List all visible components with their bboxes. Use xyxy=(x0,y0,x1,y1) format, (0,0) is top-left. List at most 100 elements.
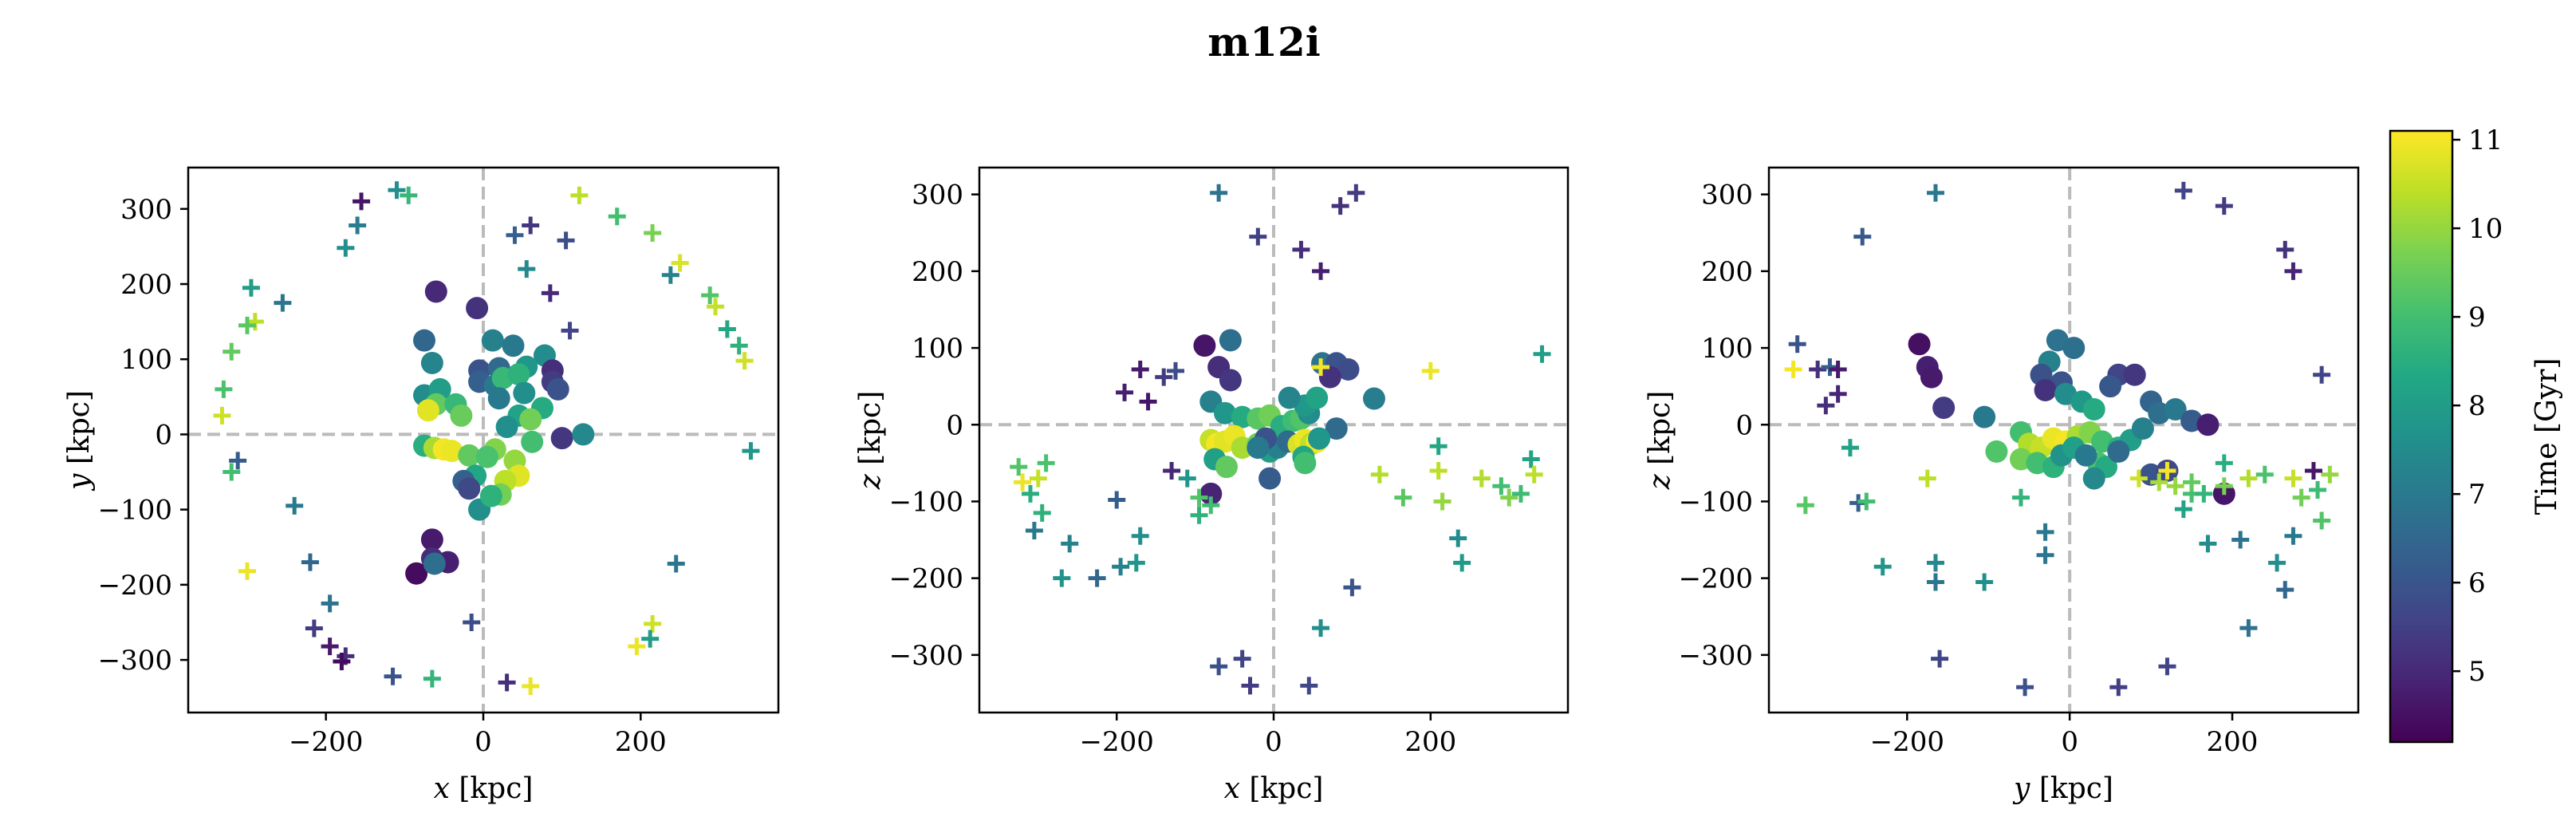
y-tick-label: −300 xyxy=(889,640,963,672)
data-point-plus xyxy=(1178,469,1196,488)
data-point-plus xyxy=(1394,488,1412,507)
data-point-plus xyxy=(707,298,725,316)
y-tick-label: 100 xyxy=(120,344,172,376)
y-tick-label: −200 xyxy=(1679,563,1753,595)
data-point-circle xyxy=(2062,337,2086,360)
y-axis-label: z [kpc] xyxy=(1644,391,1676,491)
data-point-circle xyxy=(2196,413,2220,436)
data-point-plus xyxy=(2276,240,2294,259)
data-point-plus xyxy=(522,677,540,696)
y-axis-label: z [kpc] xyxy=(854,391,887,491)
data-point-plus xyxy=(1088,569,1106,587)
data-point-plus xyxy=(2284,262,2302,280)
data-point-plus xyxy=(1108,491,1126,509)
data-point-circle xyxy=(2107,440,2130,463)
data-point-circle xyxy=(466,297,489,320)
panel-xy: −200 0 200 −300 −200 −100 0 100 200 300 x [kpc] y [… xyxy=(63,166,780,805)
data-point-plus xyxy=(2129,469,2148,488)
data-point-plus xyxy=(2036,523,2054,541)
x-tick-label: −200 xyxy=(1080,726,1154,758)
data-point-plus xyxy=(400,186,418,204)
data-point-plus xyxy=(2174,500,2192,519)
data-point-circle xyxy=(450,404,473,427)
data-point-plus xyxy=(321,594,339,613)
colorbar-tick-label: 8 xyxy=(2468,390,2486,422)
y-tick-label: −200 xyxy=(889,563,963,595)
data-point-plus xyxy=(506,226,524,244)
data-point-plus xyxy=(2239,469,2258,488)
data-point-plus xyxy=(541,284,559,302)
data-point-plus xyxy=(1533,345,1551,363)
data-point-plus xyxy=(1500,488,1518,507)
data-point-plus xyxy=(2304,461,2322,480)
data-point-plus xyxy=(337,239,355,257)
data-point-plus xyxy=(1511,484,1530,503)
data-point-plus xyxy=(701,286,719,305)
data-point-plus xyxy=(1025,522,1043,540)
colorbar: 5 6 7 8 9 10 11 Time [Gyr] xyxy=(2389,124,2563,744)
x-axis-label: x [kpc] xyxy=(434,772,534,805)
data-point-plus xyxy=(1300,677,1318,695)
data-point-plus xyxy=(1202,496,1220,515)
axes-frame xyxy=(1767,166,2360,714)
data-point-circle xyxy=(2082,398,2105,421)
data-point-plus xyxy=(671,254,689,272)
data-point-plus xyxy=(2255,465,2274,484)
data-point-plus xyxy=(1190,506,1208,524)
data-point-circle xyxy=(420,528,443,551)
data-point-plus xyxy=(2150,473,2168,492)
data-point-circle xyxy=(2034,378,2057,401)
y-tick-label: 300 xyxy=(1701,180,1753,211)
data-point-plus xyxy=(238,316,256,334)
data-point-plus xyxy=(246,313,264,331)
data-point-circle xyxy=(2082,467,2105,490)
data-point-plus xyxy=(1449,529,1467,547)
data-point-plus xyxy=(1331,197,1349,215)
data-point-plus xyxy=(1241,677,1259,695)
data-point-plus xyxy=(1433,492,1451,511)
data-point-plus xyxy=(2292,488,2310,507)
data-point-plus xyxy=(223,463,241,481)
data-point-plus xyxy=(742,442,760,460)
data-point-plus xyxy=(1131,360,1149,378)
data-point-circle xyxy=(507,363,530,386)
data-point-plus xyxy=(388,181,406,199)
data-point-circle xyxy=(502,334,525,357)
data-point-plus xyxy=(1472,469,1491,488)
y-tick-label: −200 xyxy=(98,570,172,602)
data-point-plus xyxy=(522,216,540,235)
data-point-plus xyxy=(1926,573,1944,591)
data-point-circle xyxy=(550,427,573,450)
data-point-circle xyxy=(1932,397,1956,420)
data-point-plus xyxy=(1429,437,1448,456)
data-point-plus xyxy=(2321,465,2339,484)
data-point-plus xyxy=(644,223,662,242)
data-point-plus xyxy=(223,342,241,361)
data-point-circle xyxy=(475,445,498,468)
data-point-circle xyxy=(1306,386,1329,409)
data-point-plus xyxy=(1841,439,1859,457)
data-point-circle xyxy=(546,377,569,401)
data-point-plus xyxy=(2309,481,2327,499)
data-point-plus xyxy=(1370,465,1388,484)
data-point-circle xyxy=(2164,398,2187,421)
data-point-circle xyxy=(440,440,463,463)
data-point-plus xyxy=(1873,558,1892,576)
data-point-plus xyxy=(498,673,516,692)
data-point-plus xyxy=(1312,358,1330,377)
colorbar-tick-label: 6 xyxy=(2468,567,2486,599)
data-point-plus xyxy=(2215,454,2233,472)
data-point-plus xyxy=(1525,465,1543,484)
data-point-plus xyxy=(238,562,256,580)
data-point-plus xyxy=(2109,678,2128,697)
data-point-plus xyxy=(1249,227,1267,246)
y-tick-label: −300 xyxy=(98,645,172,677)
panel-yz: −200 0 200 −300 −200 −100 0 100 200 300 y [kpc] z [… xyxy=(1644,166,2360,805)
data-point-circle xyxy=(458,477,481,500)
data-point-plus xyxy=(2276,581,2294,599)
data-point-plus xyxy=(1975,573,1994,591)
data-point-plus xyxy=(557,231,575,250)
colorbar-label: Time [Gyr] xyxy=(2531,358,2563,515)
data-point-circle xyxy=(572,423,595,446)
